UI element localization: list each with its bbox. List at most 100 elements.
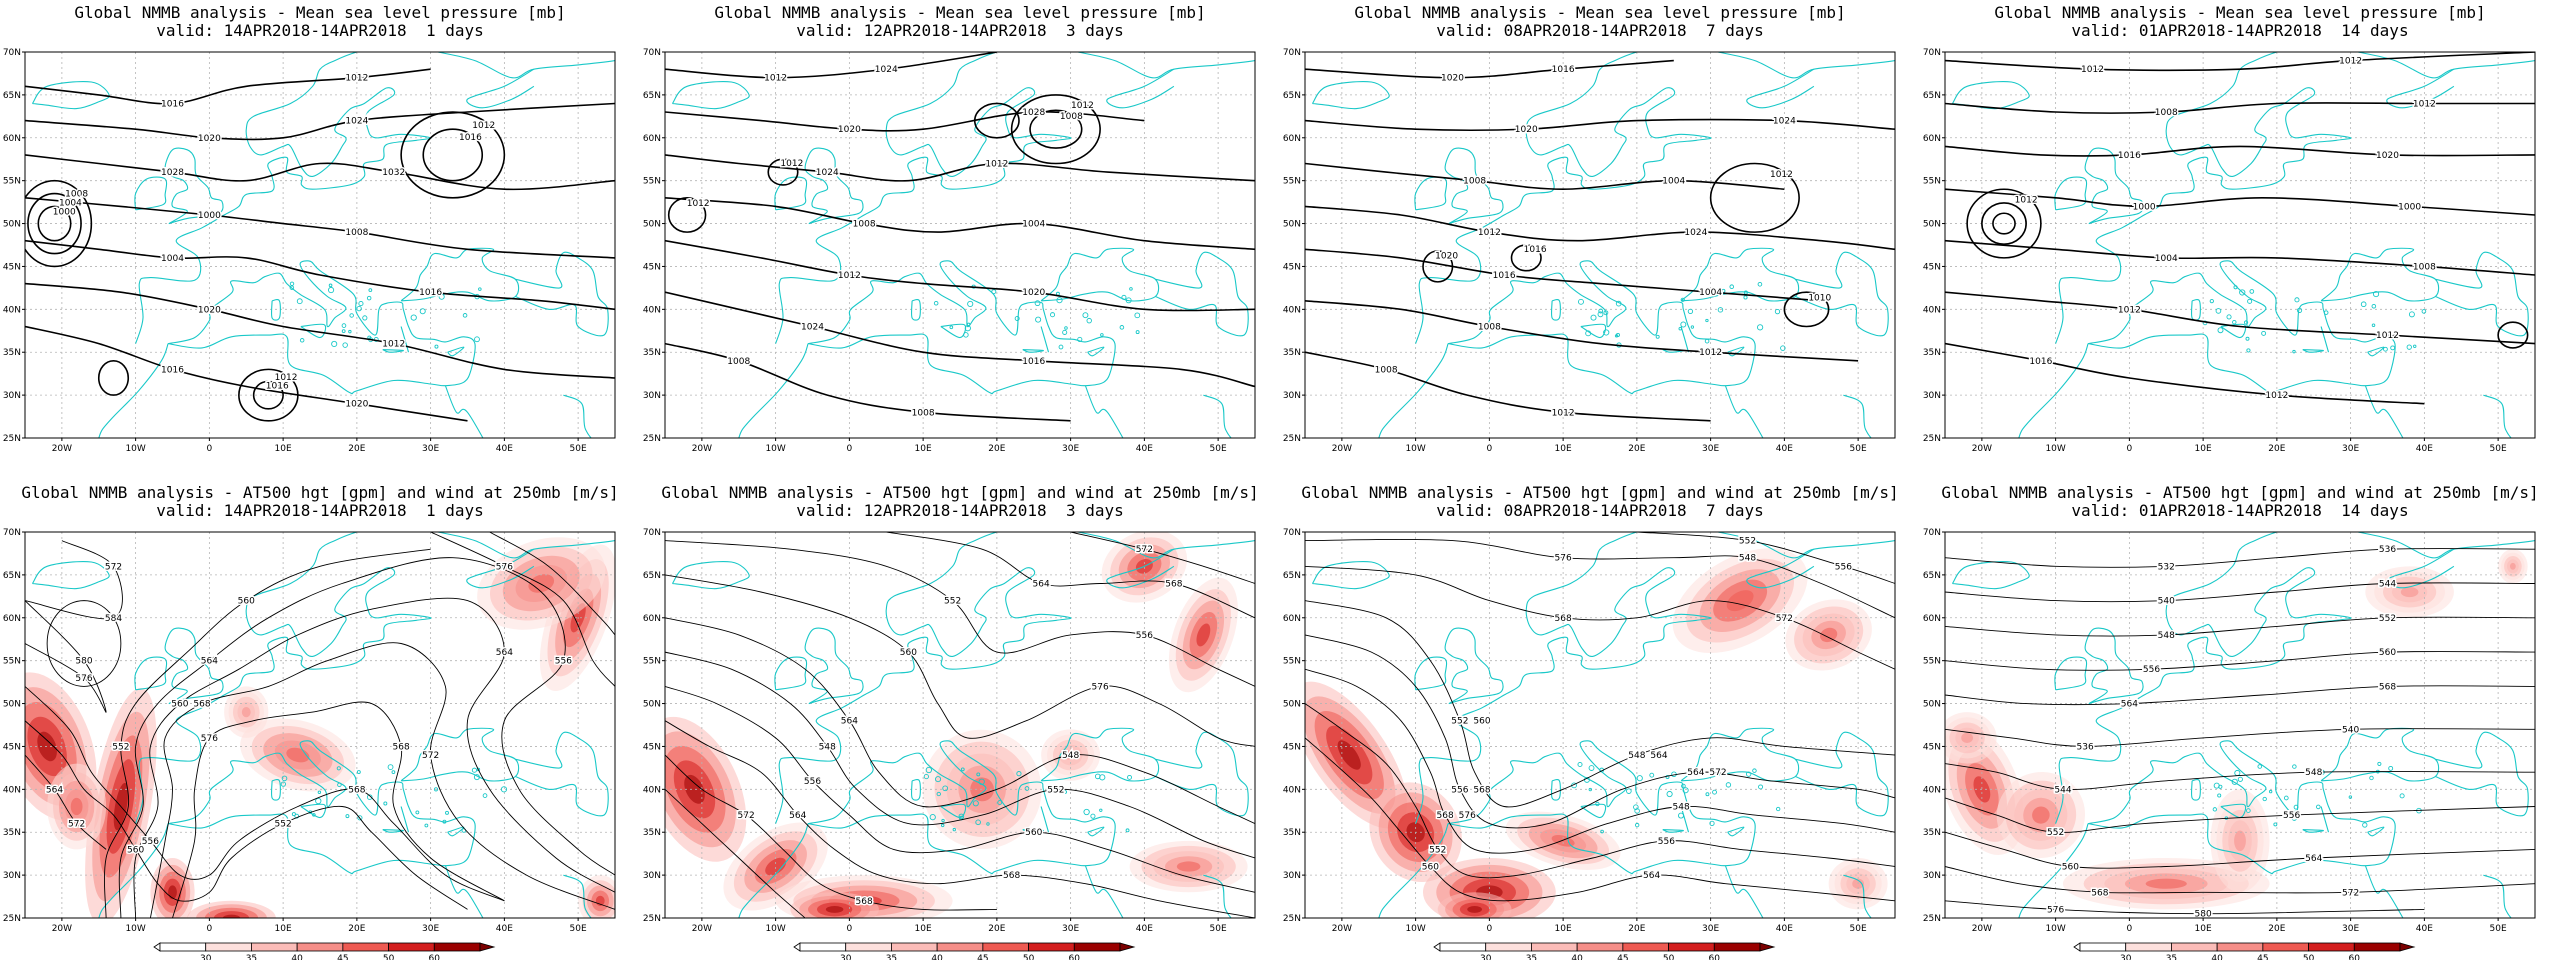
island xyxy=(1678,812,1684,819)
contour-label: 556 xyxy=(555,657,572,667)
lon-tick-label: 10E xyxy=(915,444,932,454)
island xyxy=(942,785,949,792)
coastline xyxy=(444,865,484,918)
island xyxy=(348,329,352,334)
island xyxy=(2377,761,2382,766)
wind-shade xyxy=(1961,732,1974,743)
coastline xyxy=(1040,247,1160,302)
island xyxy=(1717,307,1724,313)
coastline xyxy=(807,260,1116,395)
wind-shade xyxy=(684,774,705,804)
contour-label: 1008 xyxy=(853,220,876,230)
island xyxy=(929,814,936,821)
contour-label: 1020 xyxy=(198,305,221,315)
contour-label: 1020 xyxy=(1515,125,1538,135)
wind-colorbar: 30 35 40 45 50 60 xyxy=(153,942,496,960)
mslp-panel-7days: Global NMMB analysis - Mean sea level pr… xyxy=(1280,0,1920,480)
contour-label: 568 xyxy=(1003,871,1020,881)
lat-tick-label: 40N xyxy=(1283,305,1301,315)
lat-tick-label: 65N xyxy=(1283,571,1301,581)
contour-ring xyxy=(400,111,506,199)
lat-tick-label: 60N xyxy=(3,614,21,624)
island xyxy=(2408,311,2415,318)
island xyxy=(949,325,954,330)
coastline xyxy=(135,52,438,344)
coastline xyxy=(1414,176,1448,211)
lon-tick-label: 40E xyxy=(1776,924,1793,934)
contour-label: 552 xyxy=(1739,537,1756,547)
lat-tick-label: 55N xyxy=(643,177,661,187)
contour-label: 560 xyxy=(1473,717,1490,727)
plot-frame xyxy=(1304,531,1896,919)
contour-ring xyxy=(2497,321,2529,349)
lon-tick-label: 20E xyxy=(1628,444,1645,454)
lon-tick-label: 20W xyxy=(52,444,72,454)
lat-tick-label: 60N xyxy=(1283,134,1301,144)
coastline xyxy=(2320,247,2440,302)
contour-label: 556 xyxy=(1136,631,1153,641)
contour-label: 580 xyxy=(2195,910,2212,920)
lat-tick-label: 50N xyxy=(3,220,21,230)
island xyxy=(2262,796,2267,802)
lat-tick-label: 60N xyxy=(643,134,661,144)
coastline xyxy=(2364,865,2404,918)
mslp-panel-14days: Global NMMB analysis - Mean sea level pr… xyxy=(1920,0,2560,480)
island xyxy=(940,823,945,828)
contour-label: 568 xyxy=(856,897,873,907)
contour-label: 576 xyxy=(75,674,92,684)
lat-tick-label: 30N xyxy=(3,391,21,401)
coastline xyxy=(1727,346,1745,357)
lat-tick-label: 55N xyxy=(1923,177,1941,187)
contour-label: 552 xyxy=(112,742,129,752)
island xyxy=(1024,786,1030,791)
colorbar-swatch xyxy=(936,942,984,952)
island xyxy=(1752,768,1757,773)
contour-ring xyxy=(667,197,707,233)
colorbar-label: 50 xyxy=(2303,954,2315,960)
island xyxy=(1595,801,1600,807)
lon-tick-label: 0 xyxy=(847,924,853,934)
contour-line xyxy=(1945,52,2535,72)
colorbar-swatch xyxy=(205,942,252,952)
contour-line xyxy=(1636,532,1895,584)
contour-line xyxy=(1945,763,2535,790)
coastline xyxy=(167,260,476,395)
plot-frame xyxy=(1304,51,1896,439)
contour-line xyxy=(1305,668,1895,854)
lat-tick-label: 70N xyxy=(1923,528,1941,538)
contour-label: 564 xyxy=(1643,871,1660,881)
wind-shade xyxy=(2145,878,2187,889)
island xyxy=(2212,807,2217,812)
island xyxy=(2226,314,2232,320)
island xyxy=(476,767,481,772)
coastline xyxy=(1843,394,1872,438)
contour-label: 1012 xyxy=(687,199,710,209)
colorbar-swatch xyxy=(2171,942,2218,952)
contour-label: 1000 xyxy=(2133,202,2156,212)
wind-colorbar: 30 35 40 45 50 60 xyxy=(793,942,1136,960)
island xyxy=(963,332,969,338)
contour-label: 1008 xyxy=(2413,262,2436,272)
lat-tick-label: 50N xyxy=(1283,220,1301,230)
contour-label: 1012 xyxy=(2265,391,2288,401)
coastline xyxy=(1155,251,1249,337)
z500-map-7days: 552 548 556 564 568 548 552 556 560 564 568 572 576 5… xyxy=(1283,528,1896,960)
island xyxy=(1704,338,1710,344)
island xyxy=(474,336,480,343)
lat-tick-label: 65N xyxy=(1283,91,1301,101)
contour-line xyxy=(1945,239,2535,276)
contour-label: 1008 xyxy=(912,408,935,418)
contour-label: 548 xyxy=(1673,802,1690,812)
island xyxy=(2232,320,2237,325)
colorbar-label: 30 xyxy=(2120,954,2132,960)
lon-tick-label: 10E xyxy=(275,444,292,454)
island xyxy=(1743,295,1748,300)
island xyxy=(978,778,985,785)
island xyxy=(368,288,373,292)
contour-label: 1024 xyxy=(1773,117,1796,127)
coastline xyxy=(1444,627,1504,705)
island xyxy=(960,767,965,772)
island xyxy=(1709,820,1715,826)
coastline xyxy=(1106,548,1175,589)
z500-map-14days: 532 536 540 544 548 552 556 560 564 568 536 540 544 5… xyxy=(1923,528,2536,960)
